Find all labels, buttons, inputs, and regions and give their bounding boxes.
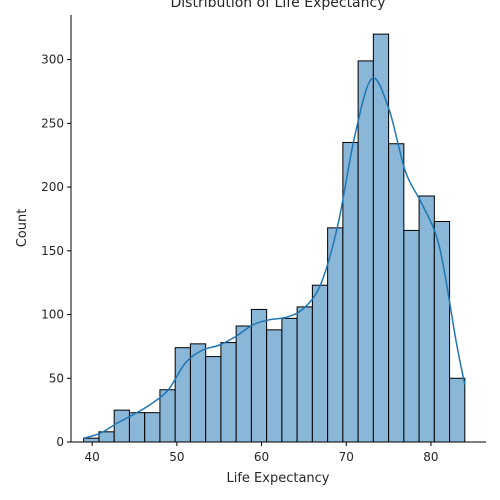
histogram-bar (388, 143, 405, 443)
histogram-bar (205, 356, 222, 443)
histogram-bar (281, 317, 298, 443)
x-tick-label: 40 (85, 450, 100, 464)
histogram-bar (235, 325, 252, 443)
x-tick-label: 70 (339, 450, 354, 464)
histogram-bar (189, 343, 207, 443)
histogram-bar (327, 227, 344, 443)
histogram-bar (144, 412, 161, 443)
histogram-bar (128, 412, 146, 443)
y-tick-label: 0 (56, 435, 64, 449)
y-tick-label: 100 (41, 308, 64, 322)
histogram-bar (113, 409, 130, 443)
histogram-bar (403, 229, 420, 443)
histogram-bar (159, 389, 176, 443)
histogram-bar (83, 437, 100, 443)
x-tick-label: 80 (423, 450, 438, 464)
chart-title: Distribution of Life Expectancy (170, 0, 385, 11)
histogram-bar (372, 33, 390, 443)
histogram-bar (296, 306, 313, 443)
y-tick-label: 50 (49, 371, 64, 385)
axes-group: 40 50 60 70 80 0 50 100 150 200 250 300 (41, 15, 486, 464)
y-tick-label: 250 (41, 116, 64, 130)
histogram-bar (357, 60, 374, 443)
histogram-bar (311, 284, 329, 443)
bars-group (83, 33, 466, 443)
x-tick-label: 50 (169, 450, 184, 464)
histogram-bar (250, 308, 268, 443)
y-tick-label: 150 (41, 244, 64, 258)
histogram-bar (418, 195, 435, 443)
histogram-bar (174, 347, 191, 443)
x-tick-label: 60 (254, 450, 269, 464)
histogram-bar (449, 377, 466, 443)
histogram-bar (266, 329, 283, 443)
y-axis-label: Count (15, 209, 30, 248)
x-axis-label: Life Expectancy (226, 471, 329, 486)
kde-curve (83, 77, 466, 439)
y-tick-label: 200 (41, 180, 64, 194)
y-tick-label: 300 (41, 53, 64, 67)
histogram-bar (220, 342, 237, 443)
histogram-bar (433, 220, 451, 443)
